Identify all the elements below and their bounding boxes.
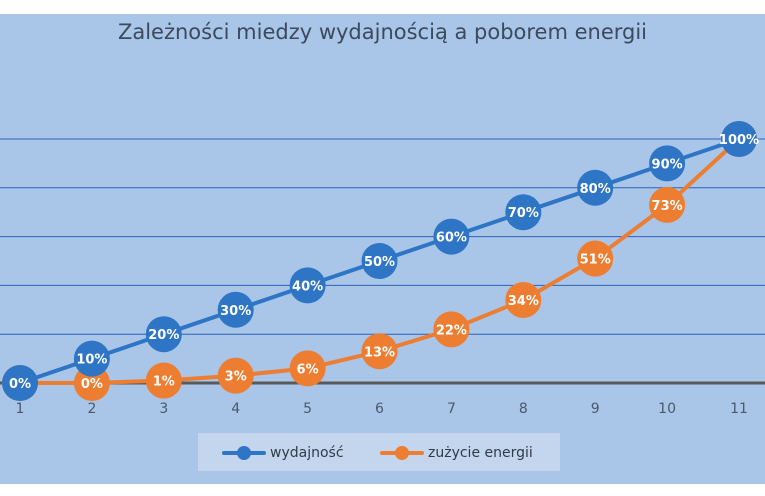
data-label: 50%: [364, 255, 395, 270]
chart-legend: wydajność zużycie energii: [198, 433, 560, 471]
data-label: 90%: [652, 157, 683, 172]
x-tick-label: 3: [159, 401, 168, 417]
x-tick-label: 5: [303, 401, 312, 417]
data-label: 40%: [292, 279, 323, 294]
data-label: 73%: [652, 199, 683, 214]
line-chart: 0%0%1%3%6%13%22%34%51%73%100%0%10%20%30%…: [0, 121, 765, 417]
data-point: [649, 145, 686, 182]
data-point: [2, 365, 38, 401]
data-label: 60%: [436, 231, 467, 246]
x-tick-label: 1: [16, 401, 25, 417]
x-tick-label: 6: [375, 401, 384, 417]
legend-label-wydajnosc: wydajność: [270, 445, 344, 461]
data-point: [145, 316, 182, 353]
data-point: [361, 333, 398, 370]
data-label: 0%: [81, 377, 103, 392]
data-point: [361, 243, 398, 279]
data-label: 70%: [508, 206, 539, 221]
x-tick-label: 8: [519, 401, 528, 417]
legend-marker-wydajnosc: [222, 443, 266, 463]
data-point: [505, 282, 542, 319]
data-point: [289, 267, 326, 304]
legend-item-wydajnosc: wydajność: [222, 443, 344, 463]
x-tick-label: 10: [658, 401, 676, 417]
data-point: [289, 350, 326, 387]
data-point: [433, 311, 470, 348]
data-label: 0%: [9, 377, 31, 392]
data-label: 100%: [719, 133, 759, 148]
data-point: [577, 169, 614, 206]
data-point: [217, 291, 254, 328]
data-label: 3%: [225, 370, 247, 385]
data-point: [433, 218, 470, 255]
legend-item-zuzycie-energii: zużycie energii: [380, 443, 533, 463]
data-point: [721, 121, 757, 157]
data-point: [73, 340, 110, 377]
data-label: 80%: [580, 182, 611, 197]
data-point: [649, 186, 686, 223]
legend-label-zuzycie-energii: zużycie energii: [428, 445, 533, 461]
x-tick-label: 9: [591, 401, 600, 417]
x-tick-label: 11: [730, 401, 748, 417]
data-label: 13%: [364, 345, 395, 360]
data-label: 6%: [297, 362, 319, 377]
chart-title: Zależności miedzy wydajnością a poborem …: [117, 20, 648, 44]
data-label: 51%: [580, 253, 611, 268]
x-tick-label: 7: [447, 401, 456, 417]
data-label: 30%: [220, 304, 251, 319]
data-point: [145, 362, 182, 399]
legend-marker-zuzycie-energii: [380, 443, 424, 463]
data-label: 22%: [436, 323, 467, 338]
data-point: [217, 357, 254, 394]
data-label: 1%: [153, 375, 175, 390]
x-tick-label: 2: [87, 401, 96, 417]
data-point: [505, 194, 542, 231]
x-tick-label: 4: [231, 401, 240, 417]
data-label: 10%: [76, 353, 107, 368]
data-label: 20%: [148, 328, 179, 343]
chart-area: 0%0%1%3%6%13%22%34%51%73%100%0%10%20%30%…: [0, 14, 765, 484]
data-point: [577, 240, 614, 277]
data-label: 34%: [508, 294, 539, 309]
